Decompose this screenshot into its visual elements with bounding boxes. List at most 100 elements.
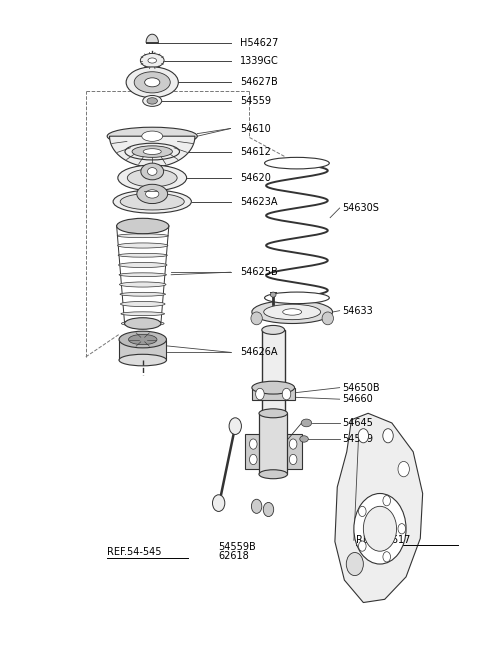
Ellipse shape bbox=[119, 331, 167, 348]
Ellipse shape bbox=[129, 334, 157, 345]
Ellipse shape bbox=[117, 218, 169, 234]
Ellipse shape bbox=[121, 321, 164, 326]
Polygon shape bbox=[119, 340, 167, 360]
Circle shape bbox=[289, 454, 297, 465]
Ellipse shape bbox=[120, 302, 165, 307]
Ellipse shape bbox=[270, 292, 276, 297]
Ellipse shape bbox=[134, 72, 170, 93]
Circle shape bbox=[363, 507, 396, 551]
Circle shape bbox=[289, 439, 297, 449]
Circle shape bbox=[250, 454, 257, 465]
Ellipse shape bbox=[137, 184, 168, 204]
Text: REF.54-545: REF.54-545 bbox=[107, 547, 162, 558]
Ellipse shape bbox=[322, 312, 334, 325]
Circle shape bbox=[213, 495, 225, 511]
Ellipse shape bbox=[107, 127, 197, 145]
Polygon shape bbox=[109, 137, 195, 167]
Bar bbox=[245, 434, 301, 470]
Ellipse shape bbox=[120, 292, 166, 296]
Polygon shape bbox=[146, 34, 158, 43]
Ellipse shape bbox=[301, 419, 312, 427]
Text: H54627: H54627 bbox=[240, 38, 278, 47]
Ellipse shape bbox=[252, 300, 333, 324]
Circle shape bbox=[354, 494, 406, 564]
Text: 54610: 54610 bbox=[240, 124, 271, 133]
Text: REF.50-617: REF.50-617 bbox=[356, 535, 410, 545]
Text: 54623A: 54623A bbox=[240, 197, 277, 206]
Ellipse shape bbox=[142, 131, 163, 141]
Ellipse shape bbox=[118, 243, 168, 248]
Text: 54626A: 54626A bbox=[240, 347, 277, 357]
Ellipse shape bbox=[119, 273, 167, 277]
Ellipse shape bbox=[264, 157, 329, 169]
Ellipse shape bbox=[145, 190, 159, 198]
Ellipse shape bbox=[144, 78, 160, 87]
Ellipse shape bbox=[117, 234, 168, 237]
Ellipse shape bbox=[262, 325, 285, 334]
Circle shape bbox=[383, 496, 391, 506]
Text: 54625B: 54625B bbox=[240, 267, 278, 277]
Ellipse shape bbox=[125, 318, 161, 329]
Ellipse shape bbox=[121, 312, 165, 316]
Ellipse shape bbox=[119, 355, 167, 366]
Text: 62618: 62618 bbox=[219, 551, 250, 562]
Circle shape bbox=[398, 523, 406, 534]
Ellipse shape bbox=[283, 309, 301, 315]
Text: 54612: 54612 bbox=[240, 147, 271, 157]
Bar bbox=[259, 413, 288, 474]
Ellipse shape bbox=[113, 190, 192, 213]
Ellipse shape bbox=[120, 282, 166, 287]
Ellipse shape bbox=[120, 193, 184, 210]
Ellipse shape bbox=[147, 168, 157, 175]
Text: 54559: 54559 bbox=[240, 96, 271, 106]
Circle shape bbox=[359, 507, 366, 516]
Ellipse shape bbox=[143, 149, 161, 155]
Text: 54630S: 54630S bbox=[342, 203, 379, 213]
Ellipse shape bbox=[259, 470, 288, 479]
Ellipse shape bbox=[259, 409, 288, 418]
Circle shape bbox=[358, 429, 369, 443]
Ellipse shape bbox=[251, 312, 262, 325]
Ellipse shape bbox=[132, 146, 172, 157]
Ellipse shape bbox=[126, 67, 179, 98]
Ellipse shape bbox=[148, 58, 156, 63]
Circle shape bbox=[256, 388, 264, 400]
Text: 1339GC: 1339GC bbox=[240, 56, 279, 65]
Ellipse shape bbox=[264, 292, 329, 303]
Text: 54559B: 54559B bbox=[219, 542, 256, 552]
Polygon shape bbox=[335, 413, 423, 602]
Circle shape bbox=[229, 418, 241, 435]
Text: 54559: 54559 bbox=[342, 434, 373, 444]
Circle shape bbox=[359, 541, 366, 551]
Ellipse shape bbox=[117, 223, 169, 228]
Ellipse shape bbox=[264, 304, 321, 320]
Ellipse shape bbox=[118, 165, 187, 191]
Circle shape bbox=[252, 499, 262, 513]
Circle shape bbox=[282, 388, 291, 400]
Circle shape bbox=[383, 429, 393, 443]
Circle shape bbox=[346, 553, 363, 576]
Circle shape bbox=[383, 552, 391, 562]
Ellipse shape bbox=[125, 143, 180, 160]
Circle shape bbox=[250, 439, 257, 449]
Circle shape bbox=[398, 461, 409, 477]
Bar bbox=[262, 330, 285, 413]
Ellipse shape bbox=[300, 435, 308, 442]
Ellipse shape bbox=[252, 381, 295, 394]
Ellipse shape bbox=[119, 263, 167, 268]
Bar bbox=[252, 388, 295, 400]
Text: 54620: 54620 bbox=[240, 173, 271, 183]
Ellipse shape bbox=[127, 169, 177, 187]
Text: 54627B: 54627B bbox=[240, 78, 278, 87]
Ellipse shape bbox=[143, 96, 162, 106]
Circle shape bbox=[263, 503, 274, 516]
Text: 54633: 54633 bbox=[342, 305, 373, 316]
Text: 54645: 54645 bbox=[342, 418, 373, 428]
Text: 54660: 54660 bbox=[342, 394, 373, 404]
Ellipse shape bbox=[147, 98, 157, 104]
Ellipse shape bbox=[262, 410, 285, 417]
Text: 54650B: 54650B bbox=[342, 382, 380, 393]
Ellipse shape bbox=[141, 163, 164, 180]
Ellipse shape bbox=[140, 54, 164, 67]
Ellipse shape bbox=[118, 254, 168, 257]
